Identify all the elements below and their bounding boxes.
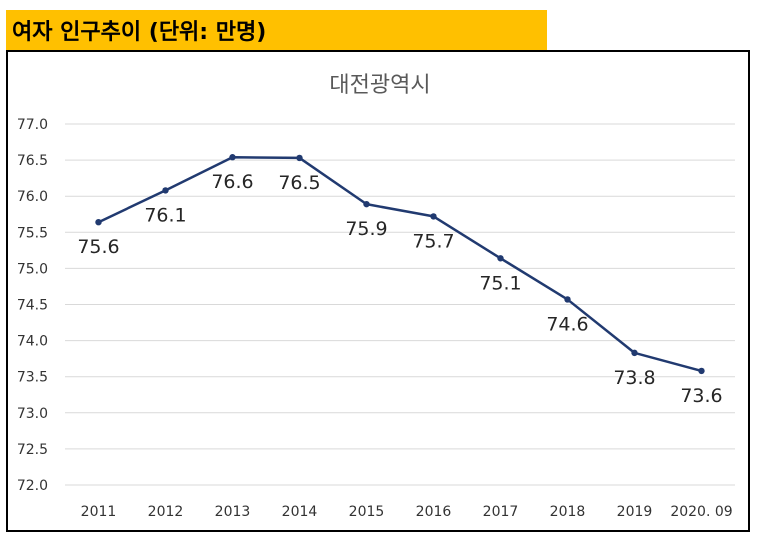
x-tick-label: 2013 xyxy=(215,504,251,520)
chart-title: 대전광역시 xyxy=(329,73,430,98)
x-tick-label: 2018 xyxy=(550,504,586,520)
data-label: 73.8 xyxy=(613,367,655,389)
data-label: 75.1 xyxy=(479,272,521,294)
data-label: 73.6 xyxy=(680,385,722,407)
x-tick-label: 2017 xyxy=(483,504,519,520)
data-label: 74.6 xyxy=(546,313,588,335)
data-point xyxy=(497,255,504,262)
x-tick-label: 2012 xyxy=(148,504,184,520)
x-tick-label: 2020. 09 xyxy=(670,504,732,520)
data-point xyxy=(564,296,571,303)
data-label: 76.6 xyxy=(211,171,253,193)
y-tick-label: 72.5 xyxy=(17,442,48,458)
data-label: 76.1 xyxy=(144,204,186,226)
x-tick-label: 2015 xyxy=(349,504,385,520)
series-line xyxy=(97,155,702,373)
data-point xyxy=(229,154,236,161)
data-point xyxy=(296,154,303,162)
y-tick-label: 75.5 xyxy=(17,225,48,241)
data-label: 75.6 xyxy=(77,236,119,258)
chart-frame xyxy=(6,50,750,532)
y-tick-label: 77.0 xyxy=(17,117,48,133)
y-tick-label: 76.5 xyxy=(17,153,48,169)
y-axis: 72.0 72.5 73.0 73.5 74.0 74.5 75.0 75.5 76.0 76.5… xyxy=(17,117,48,494)
x-tick-label: 2016 xyxy=(416,504,452,520)
data-point xyxy=(162,187,169,194)
data-label: 75.9 xyxy=(345,218,387,240)
x-tick-label: 2019 xyxy=(617,504,653,520)
data-point xyxy=(631,349,638,357)
y-tick-label: 73.5 xyxy=(17,370,48,386)
data-point xyxy=(698,367,705,375)
x-axis: 2011 2012 2013 2014 2015 2016 2017 2018 2019 2020… xyxy=(81,504,733,520)
data-labels: 75.6 76.1 76.6 76.5 75.9 75.7 75.1 74.6 73.8 73.6 xyxy=(77,171,722,407)
data-point xyxy=(363,200,370,208)
data-point xyxy=(95,218,102,226)
y-tick-label: 73.0 xyxy=(17,406,48,422)
y-tick-label: 76.0 xyxy=(17,189,48,205)
y-tick-label: 72.0 xyxy=(17,478,48,494)
y-tick-label: 74.5 xyxy=(17,298,48,314)
page-title-banner: 여자 인구추이 (단위: 만명) xyxy=(6,10,547,50)
data-label: 75.7 xyxy=(412,230,454,252)
data-label: 76.5 xyxy=(278,172,320,194)
y-tick-label: 75.0 xyxy=(17,261,48,277)
y-tick-label: 74.0 xyxy=(17,334,48,350)
gridlines xyxy=(65,123,735,486)
series xyxy=(95,154,705,375)
page-title: 여자 인구추이 (단위: 만명) xyxy=(12,20,267,45)
data-point xyxy=(430,213,437,220)
x-tick-label: 2014 xyxy=(282,504,318,520)
x-tick-label: 2011 xyxy=(81,504,117,520)
